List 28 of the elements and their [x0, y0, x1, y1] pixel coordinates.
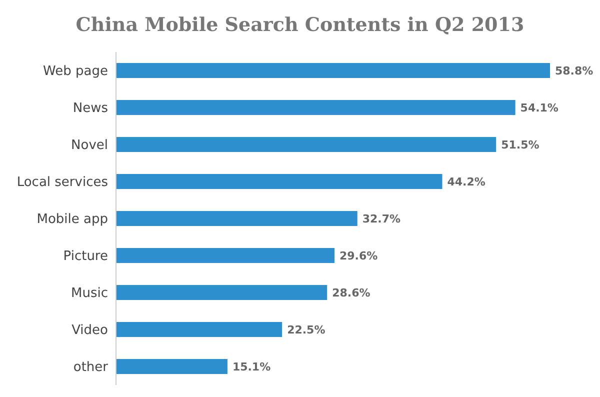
y-tick-label: Novel	[71, 138, 108, 154]
bar	[116, 174, 442, 189]
data-label: 28.6%	[332, 286, 370, 300]
chart-title: China Mobile Search Contents in Q2 2013	[74, 14, 526, 36]
y-tick-label: Music	[71, 286, 108, 302]
y-tick-label: Web page	[43, 64, 108, 80]
y-tick-label: News	[72, 101, 108, 116]
bar	[116, 285, 328, 300]
bar	[116, 322, 282, 337]
y-tick-label: Video	[72, 323, 108, 338]
data-label: 32.7%	[362, 212, 401, 226]
data-label: 29.6%	[339, 249, 378, 262]
bar	[116, 137, 496, 152]
data-label: 15.1%	[232, 360, 271, 374]
data-label: 22.5%	[287, 323, 326, 336]
bar	[116, 211, 358, 226]
data-label: 54.1%	[520, 101, 558, 114]
y-tick-label: Mobile app	[36, 212, 108, 228]
y-tick-label: Picture	[63, 249, 108, 264]
bar	[116, 63, 550, 78]
y-tick-label: other	[73, 360, 109, 376]
data-label: 44.2%	[447, 175, 486, 188]
y-tick-label: Local services	[16, 175, 108, 190]
data-label: 51.5%	[501, 138, 540, 152]
bar	[116, 359, 228, 374]
data-label: 58.8%	[555, 64, 594, 78]
bar	[116, 100, 516, 115]
bar	[116, 248, 334, 263]
